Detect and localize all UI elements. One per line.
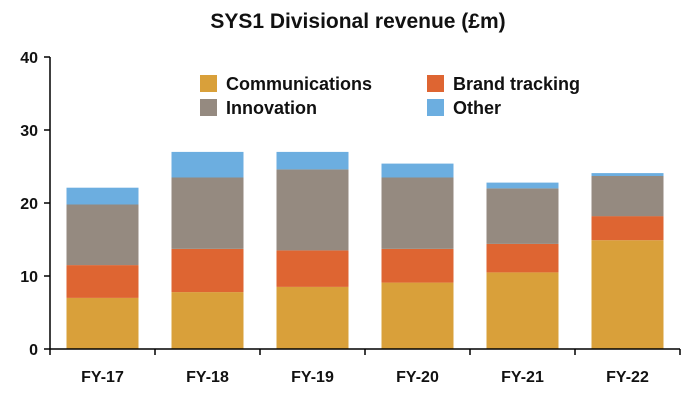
bar-fy-20-communications [381,282,454,349]
legend-swatch-brand-tracking [427,75,444,92]
bar-fy-21-other [486,182,559,189]
legend-label-innovation: Innovation [226,98,317,118]
bar-fy-18-innovation [171,177,244,249]
bar-fy-18-brand-tracking [171,249,244,293]
bar-fy-20-brand-tracking [381,249,454,283]
bar-fy-18-other [171,151,244,178]
legend-label-communications: Communications [226,74,372,94]
legend-swatch-other [427,99,444,116]
bar-fy-17-innovation [66,204,139,266]
x-tick-label: FY-21 [501,369,544,386]
legend-layer: Communications Brand tracking Innovation Ot… [200,74,580,118]
y-tick-label: 20 [20,196,38,213]
axes-layer: 0 10 20 30 40 FY-17 FY-18 FY-19 FY-20 FY-21 FY-22 [20,50,681,386]
bar-fy-22-other [591,173,664,176]
bar-fy-20-other [381,163,454,178]
bar-fy-22-innovation [591,176,664,217]
x-tick-label: FY-22 [606,369,649,386]
bar-fy-21-communications [486,272,559,349]
legend-swatch-innovation [200,99,217,116]
bar-fy-22-brand-tracking [591,216,664,241]
y-tick-label: 40 [20,50,38,67]
bar-fy-20-innovation [381,177,454,249]
bar-fy-19-brand-tracking [276,250,349,287]
bar-fy-19-other [276,151,349,170]
y-tick-label: 0 [29,342,38,359]
legend-swatch-communications [200,75,217,92]
bar-fy-19-communications [276,286,349,349]
x-tick-label: FY-19 [291,369,334,386]
x-tick-label: FY-17 [81,369,124,386]
bar-fy-18-communications [171,292,244,349]
bar-fy-17-other [66,187,139,205]
bars-layer [66,151,664,349]
legend-label-brand-tracking: Brand tracking [453,74,580,94]
bar-fy-19-innovation [276,169,349,251]
x-tick-label: FY-18 [186,369,229,386]
legend-label-other: Other [453,98,501,118]
bar-fy-21-innovation [486,188,559,244]
bar-fy-17-brand-tracking [66,265,139,298]
bar-fy-22-communications [591,240,664,349]
bar-fy-17-communications [66,297,139,349]
x-tick-label: FY-20 [396,369,439,386]
bar-fy-21-brand-tracking [486,243,559,273]
chart-title: SYS1 Divisional revenue (£m) [210,10,505,33]
y-tick-label: 10 [20,269,38,286]
y-tick-label: 30 [20,123,38,140]
